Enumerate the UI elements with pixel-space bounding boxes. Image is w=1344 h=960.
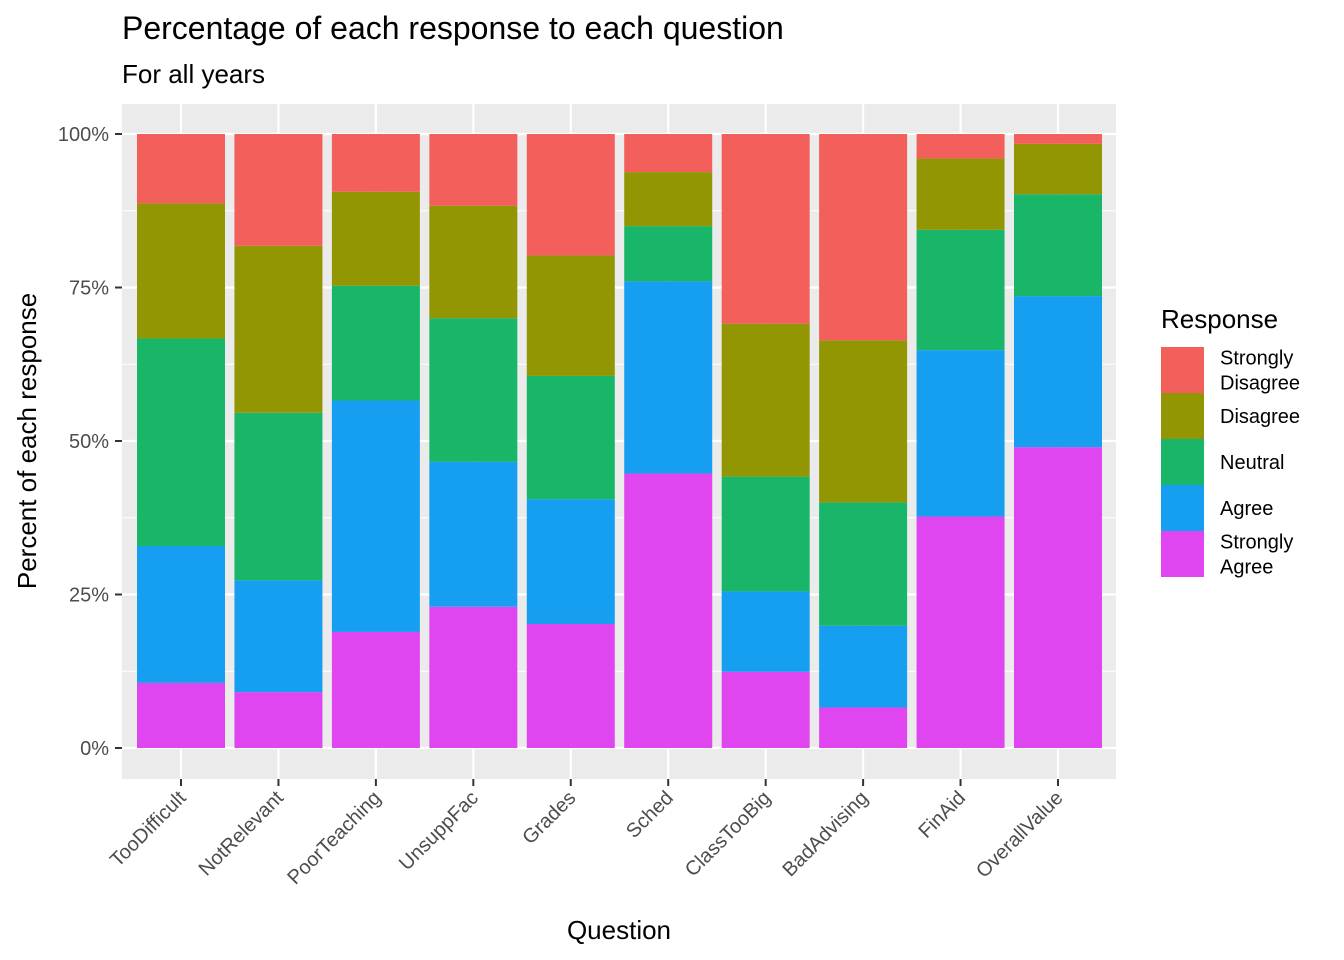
x-tick-label: PoorTeaching [283, 787, 385, 889]
bar-segment [331, 285, 420, 401]
bar-segment [526, 134, 615, 256]
chart-title: Percentage of each response to each ques… [122, 10, 784, 46]
legend-label: Neutral [1220, 452, 1284, 474]
legend-key [1161, 347, 1204, 393]
bar-segment [1014, 194, 1102, 297]
bar-segment [137, 545, 225, 683]
legend-label: Agree [1220, 557, 1273, 579]
bar-segment [429, 318, 518, 462]
bar-segment [331, 631, 420, 748]
y-axis-title: Percent of each response [12, 293, 42, 589]
x-tick-label: Grades [518, 787, 580, 849]
x-tick-label: UnsuppFac [395, 787, 483, 875]
bar-segment [916, 134, 1005, 159]
legend-title: Response [1161, 304, 1278, 334]
bar-segment [624, 473, 713, 748]
y-tick-label: 100% [58, 124, 109, 146]
bar-segment [429, 606, 518, 748]
bar-segment [234, 580, 323, 693]
x-tick-label: TooDifficult [106, 787, 191, 872]
bar-segment [624, 134, 713, 173]
bar-segment [819, 340, 908, 503]
bar-segment [234, 245, 323, 413]
bar-segment [819, 502, 908, 626]
legend: Strongly Disagree Disagree Neutral Agree Stro… [1161, 347, 1300, 579]
bar-segment [429, 205, 518, 319]
x-tick-label: FinAid [914, 787, 970, 843]
bar-segment [916, 516, 1005, 748]
bar-segment [526, 255, 615, 376]
y-tick-label: 25% [69, 585, 109, 607]
bar-segment [1014, 296, 1102, 448]
bar-segment [234, 412, 323, 581]
bar-segment [624, 172, 713, 227]
x-tick-label: OverallValue [972, 787, 1067, 882]
bar-segment [137, 203, 225, 339]
bar-segment [429, 134, 518, 206]
x-axis-title: Question [567, 915, 671, 945]
legend-label: Strongly [1220, 348, 1293, 370]
legend-label: Disagree [1220, 406, 1300, 428]
bar-segment [819, 134, 908, 341]
y-tick-label: 75% [69, 278, 109, 300]
y-axis: 0% 25% 50% 75% 100% [58, 124, 122, 760]
bar-segment [624, 281, 713, 474]
bar-segment [331, 134, 420, 192]
bars [137, 134, 1102, 748]
legend-key [1161, 393, 1204, 439]
bar-segment [526, 623, 615, 748]
bar-segment [526, 499, 615, 624]
bar-segment [331, 191, 420, 286]
bar-segment [721, 591, 810, 672]
chart-subtitle: For all years [122, 59, 265, 89]
bar-segment [916, 158, 1005, 230]
x-tick-label: NotRelevant [195, 787, 289, 881]
legend-label: Agree [1220, 498, 1273, 520]
bar-segment [1014, 134, 1102, 144]
bar-segment [526, 375, 615, 500]
bar-segment [916, 350, 1005, 517]
bar-segment [721, 476, 810, 592]
bar-segment [1014, 447, 1102, 748]
bar-segment [137, 682, 225, 748]
bar-segment [819, 625, 908, 708]
bar-segment [429, 461, 518, 607]
legend-label: Strongly [1220, 532, 1293, 554]
bar-segment [819, 707, 908, 748]
y-tick-label: 50% [69, 431, 109, 453]
legend-label: Disagree [1220, 373, 1300, 395]
bar-segment [721, 323, 810, 477]
bar-segment [137, 134, 225, 204]
bar-segment [1014, 143, 1102, 195]
bar-segment [234, 692, 323, 748]
bar-segment [331, 400, 420, 632]
bar-segment [916, 229, 1005, 351]
x-tick-label: BadAdvising [778, 787, 872, 881]
x-tick-label: Sched [622, 787, 678, 843]
bar-segment [721, 671, 810, 748]
bar-segment [721, 134, 810, 324]
y-tick-label: 0% [80, 738, 109, 760]
bar-segment [137, 338, 225, 546]
legend-key [1161, 439, 1204, 485]
x-tick-label: ClassTooBig [681, 787, 775, 881]
legend-key [1161, 531, 1204, 577]
legend-key [1161, 485, 1204, 531]
bar-segment [234, 134, 323, 246]
bar-segment [624, 226, 713, 282]
